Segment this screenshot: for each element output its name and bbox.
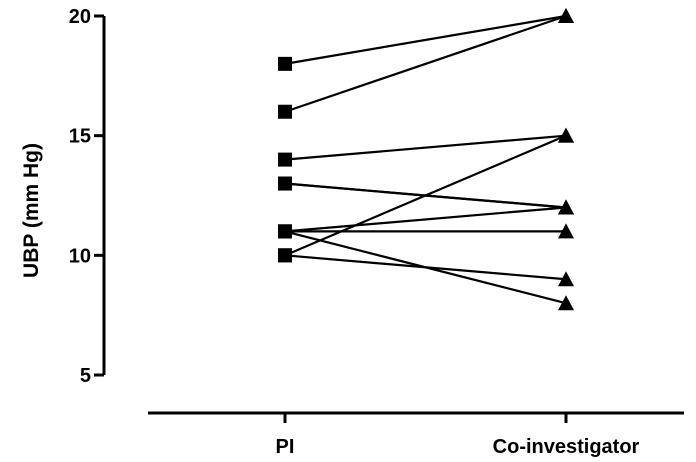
y-tick-label: 20 bbox=[69, 6, 91, 28]
pair-line bbox=[284, 14, 567, 113]
pair-line bbox=[284, 14, 567, 65]
coinvestigator-triangle-marker bbox=[558, 127, 574, 143]
pair-line bbox=[284, 254, 567, 281]
coinvestigator-triangle-marker bbox=[558, 8, 574, 23]
pair-line bbox=[284, 134, 567, 257]
coinvestigator-triangle-marker bbox=[558, 295, 574, 311]
x-axis: PI Co-investigator bbox=[148, 411, 684, 458]
y-tick-label: 5 bbox=[80, 365, 91, 387]
y-axis-title: UBP (mm Hg) bbox=[20, 143, 43, 278]
y-tick-label: 15 bbox=[69, 126, 91, 148]
pi-square-marker bbox=[278, 152, 292, 167]
coinvestigator-triangle-marker bbox=[558, 271, 574, 287]
coinvestigator-triangle-marker bbox=[558, 199, 574, 215]
pi-square-marker bbox=[278, 176, 292, 191]
x-category-label: Co-investigator bbox=[493, 436, 640, 458]
y-tick-label: 10 bbox=[69, 245, 91, 267]
pair-line bbox=[284, 134, 567, 161]
pair-line bbox=[284, 206, 567, 233]
pi-square-marker bbox=[278, 104, 292, 119]
x-category-label: PI bbox=[276, 436, 295, 458]
pi-square-marker bbox=[278, 224, 292, 239]
pi-square-marker bbox=[278, 248, 292, 263]
coinvestigator-triangle-marker bbox=[558, 223, 574, 239]
y-axis: 5 10 15 20 bbox=[69, 6, 106, 387]
pair-lines bbox=[284, 14, 567, 305]
pi-square-marker bbox=[278, 56, 292, 71]
markers bbox=[278, 8, 574, 311]
